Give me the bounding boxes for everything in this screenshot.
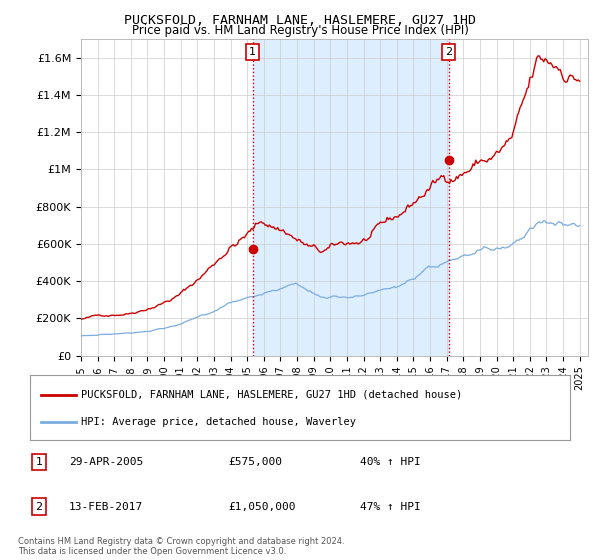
Text: Contains HM Land Registry data © Crown copyright and database right 2024.: Contains HM Land Registry data © Crown c… [18,538,344,547]
Text: PUCKSFOLD, FARNHAM LANE, HASLEMERE, GU27 1HD (detached house): PUCKSFOLD, FARNHAM LANE, HASLEMERE, GU27… [82,390,463,399]
Text: 2: 2 [445,47,452,57]
Text: PUCKSFOLD, FARNHAM LANE, HASLEMERE, GU27 1HD: PUCKSFOLD, FARNHAM LANE, HASLEMERE, GU27… [124,14,476,27]
Text: 1: 1 [35,457,43,467]
Text: HPI: Average price, detached house, Waverley: HPI: Average price, detached house, Wave… [82,417,356,427]
Text: £1,050,000: £1,050,000 [228,502,296,512]
Text: This data is licensed under the Open Government Licence v3.0.: This data is licensed under the Open Gov… [18,548,286,557]
Text: £575,000: £575,000 [228,457,282,467]
Text: 47% ↑ HPI: 47% ↑ HPI [360,502,421,512]
Text: 40% ↑ HPI: 40% ↑ HPI [360,457,421,467]
Text: 29-APR-2005: 29-APR-2005 [69,457,143,467]
Text: 13-FEB-2017: 13-FEB-2017 [69,502,143,512]
Text: 2: 2 [35,502,43,512]
Bar [253,39,449,356]
Text: Price paid vs. HM Land Registry's House Price Index (HPI): Price paid vs. HM Land Registry's House … [131,24,469,37]
Text: 1: 1 [249,47,256,57]
